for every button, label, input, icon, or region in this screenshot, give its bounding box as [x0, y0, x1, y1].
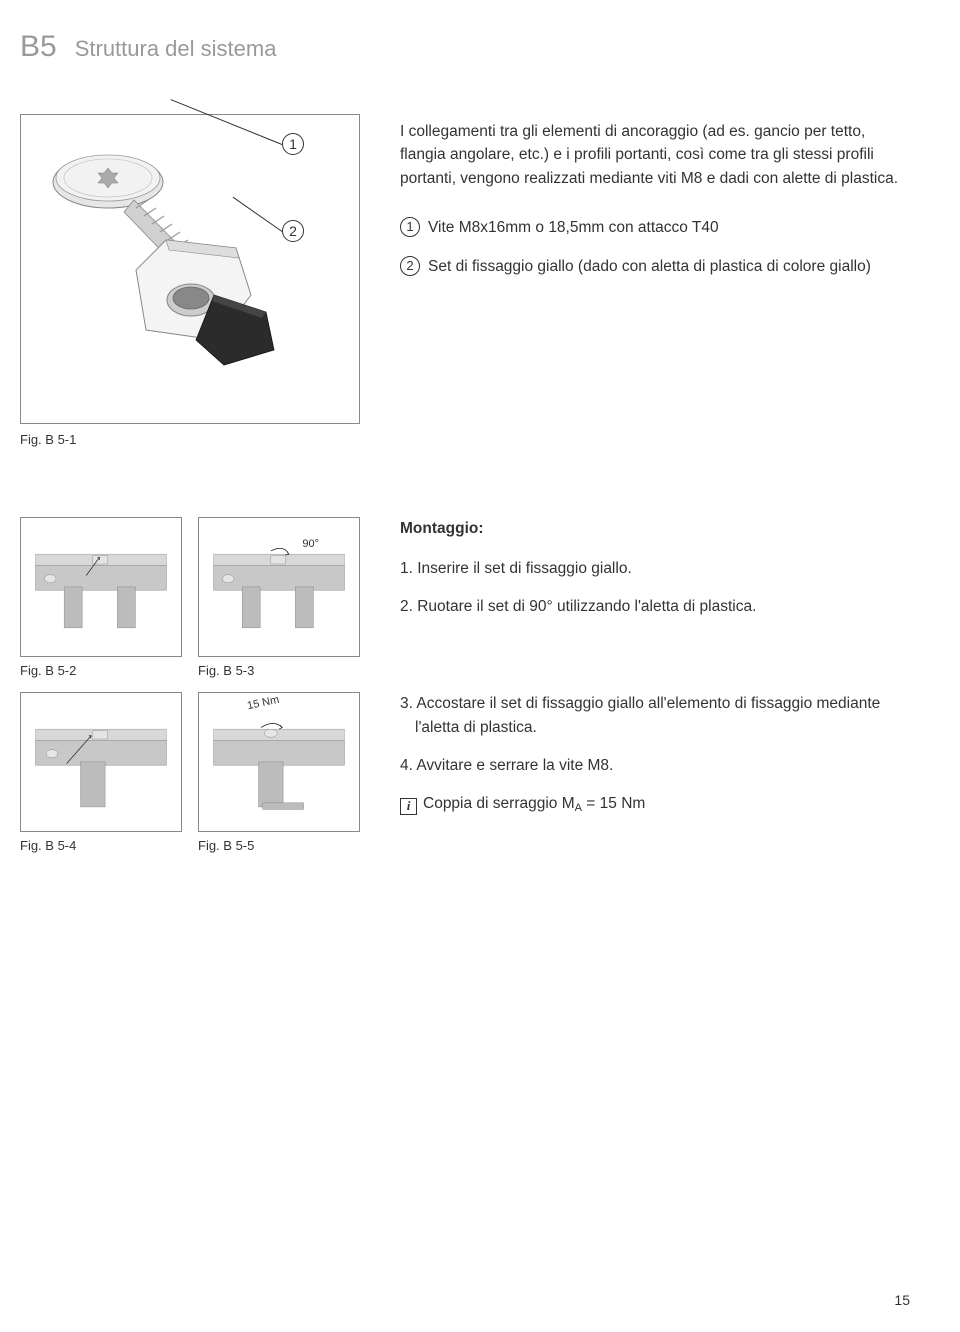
section-code: B5	[20, 30, 57, 64]
step-1: 1. Inserire il set di fissaggio giallo.	[400, 557, 910, 581]
figure-b5-5-box: 15 Nm	[198, 692, 360, 832]
torque-note: i Coppia di serraggio MA = 15 Nm	[400, 792, 910, 817]
rail-illustration-2	[199, 546, 359, 636]
step-4: 4. Avvitare e serrare la vite M8.	[400, 754, 910, 778]
torque-prefix: Coppia di serraggio M	[423, 795, 575, 812]
step-3: 3. Accostare il set di fissaggio giallo …	[400, 692, 910, 740]
torque-label: 15 Nm	[246, 694, 280, 712]
leader-line-1	[171, 99, 283, 145]
montage-text-column: Montaggio: 1. Inserire il set di fissagg…	[376, 517, 910, 657]
montage-text-column-2: 3. Accostare il set di fissaggio giallo …	[376, 692, 910, 832]
fig-b5-3-caption: Fig. B 5-3	[198, 663, 360, 678]
torque-suffix: = 15 Nm	[582, 795, 645, 812]
rail-illustration-3	[21, 721, 181, 811]
caption-row-1: Fig. B 5-2 Fig. B 5-3	[20, 663, 910, 678]
figure-b5-2-box	[20, 517, 182, 657]
screw-fastener-illustration	[36, 140, 346, 400]
rail-illustration-1	[21, 546, 181, 636]
section-title: Struttura del sistema	[75, 36, 277, 62]
figure-b5-1-box: 1 2	[20, 114, 360, 424]
figure-b5-3-box: 90°	[198, 517, 360, 657]
info-icon: i	[400, 798, 417, 815]
intro-text-column: I collegamenti tra gli elementi di ancor…	[400, 114, 910, 424]
legend-text-1: Vite M8x16mm o 18,5mm con attacco T40	[428, 216, 910, 239]
figure-pair-2: 15 Nm	[20, 692, 360, 832]
row-1: 1 2 I collegamenti tra gli elementi di a…	[20, 114, 910, 424]
legend-item-1: 1 Vite M8x16mm o 18,5mm con attacco T40	[400, 216, 910, 239]
page-number: 15	[894, 1292, 910, 1308]
row-3: 15 Nm 3. Accostare il set di fissaggio g…	[20, 692, 910, 832]
page-header: B5 Struttura del sistema	[20, 30, 910, 64]
step-2: 2. Ruotare il set di 90° utilizzando l'a…	[400, 595, 910, 619]
fig-b5-4-caption: Fig. B 5-4	[20, 838, 182, 853]
rail-illustration-4	[199, 721, 359, 811]
callout-1: 1	[282, 133, 304, 155]
callout-2: 2	[282, 220, 304, 242]
caption-row-2: Fig. B 5-4 Fig. B 5-5	[20, 838, 910, 853]
legend-num-2: 2	[400, 256, 420, 276]
legend-num-1: 1	[400, 217, 420, 237]
fig-b5-5-caption: Fig. B 5-5	[198, 838, 360, 853]
row-2: 90° Montaggio: 1. Inserire il set di fis…	[20, 517, 910, 657]
legend-text-2: Set di fissaggio giallo (dado con aletta…	[428, 255, 910, 278]
callout-1-num: 1	[289, 136, 297, 152]
figure-pair-1: 90°	[20, 517, 360, 657]
fig-b5-2-caption: Fig. B 5-2	[20, 663, 182, 678]
callout-2-num: 2	[289, 223, 297, 239]
torque-subscript: A	[575, 802, 582, 814]
figure-b5-4-box	[20, 692, 182, 832]
intro-paragraph: I collegamenti tra gli elementi di ancor…	[400, 120, 910, 190]
montage-heading: Montaggio:	[400, 517, 910, 541]
legend-item-2: 2 Set di fissaggio giallo (dado con alet…	[400, 255, 910, 278]
fig-b5-1-caption: Fig. B 5-1	[20, 432, 910, 447]
rotate-90-label: 90°	[302, 538, 319, 550]
